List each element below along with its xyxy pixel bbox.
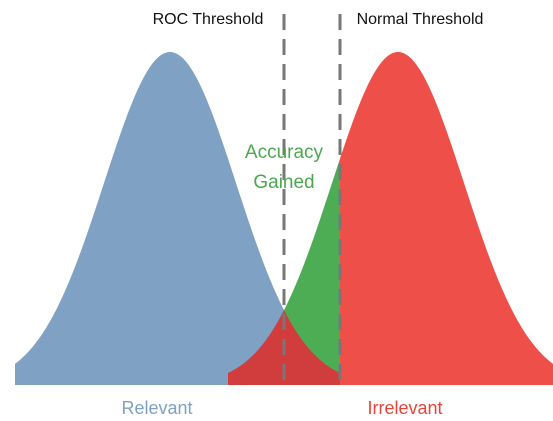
irrelevant-label: Irrelevant (367, 398, 442, 418)
distribution-areas (15, 52, 553, 385)
normal-threshold-label: Normal Threshold (357, 11, 484, 28)
accuracy-gained-label: Accuracy (245, 142, 324, 163)
overlap-area (284, 310, 340, 385)
relevant-area (15, 52, 284, 385)
roc-threshold-label: ROC Threshold (153, 11, 264, 28)
accuracy-gained-area (284, 158, 340, 385)
overlap-area (228, 310, 284, 385)
accuracy-gained-label: Gained (253, 172, 314, 193)
relevant-label: Relevant (121, 398, 192, 418)
irrelevant-area (340, 52, 553, 385)
